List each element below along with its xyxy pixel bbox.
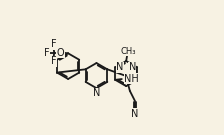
Text: F: F [51, 56, 56, 66]
Text: N: N [131, 109, 139, 119]
Text: F: F [51, 39, 56, 49]
Text: N: N [116, 62, 124, 72]
Text: F: F [44, 48, 49, 58]
Text: N: N [93, 88, 100, 98]
Text: O: O [57, 48, 65, 58]
Text: CH₃: CH₃ [120, 47, 136, 56]
Text: NH: NH [125, 74, 139, 84]
Text: N: N [129, 62, 136, 72]
